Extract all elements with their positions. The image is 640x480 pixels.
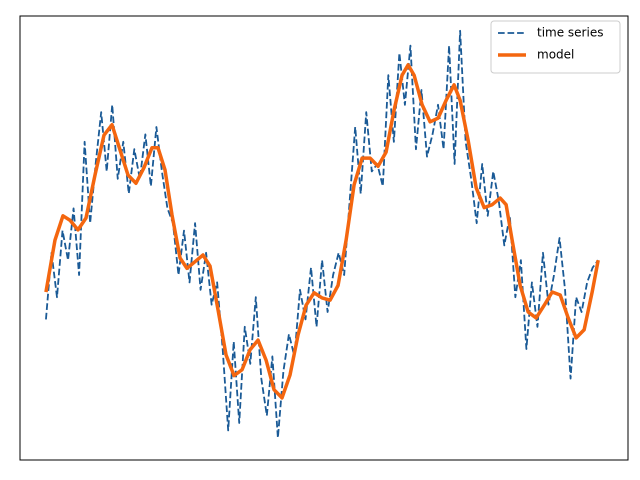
legend-label: time series [537, 26, 603, 40]
axes-frame [19, 15, 629, 461]
series-line [45, 29, 599, 439]
series-line [44, 63, 600, 400]
legend: time series model [490, 20, 621, 74]
legend-box [490, 20, 621, 74]
legend-label: model [537, 48, 574, 62]
